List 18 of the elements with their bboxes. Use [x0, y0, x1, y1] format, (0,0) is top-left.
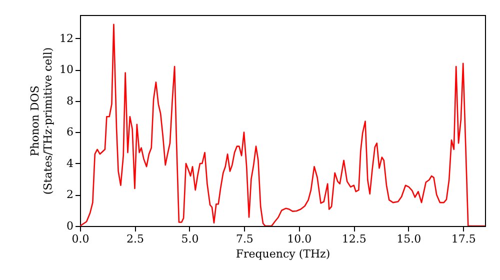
x-tick-label: 15.0: [396, 232, 422, 246]
x-tick-label: 2.5: [126, 232, 144, 246]
y-axis-title: Phonon DOS (States/THz·primitive cell): [28, 47, 55, 195]
x-axis-title: Frequency (THz): [236, 248, 330, 260]
y-tick-label: 10: [60, 63, 74, 76]
x-tick-label: 7.5: [236, 232, 254, 246]
y-tick-label: 12: [60, 32, 74, 45]
x-tick-label: 12.5: [342, 232, 366, 246]
y-tick-label: 8: [66, 94, 74, 108]
line-series: [80, 24, 485, 226]
y-tick-label: 0: [66, 220, 74, 232]
y-tick-label: 4: [66, 156, 74, 170]
x-tick-label: 10.0: [287, 232, 312, 246]
y-tick-label: 6: [66, 126, 74, 139]
x-tick-label: 0.0: [72, 232, 90, 246]
y-tick-label: 2: [66, 188, 74, 202]
x-tick-label: 5.0: [181, 232, 199, 246]
x-tick-label: 17.5: [451, 232, 476, 246]
